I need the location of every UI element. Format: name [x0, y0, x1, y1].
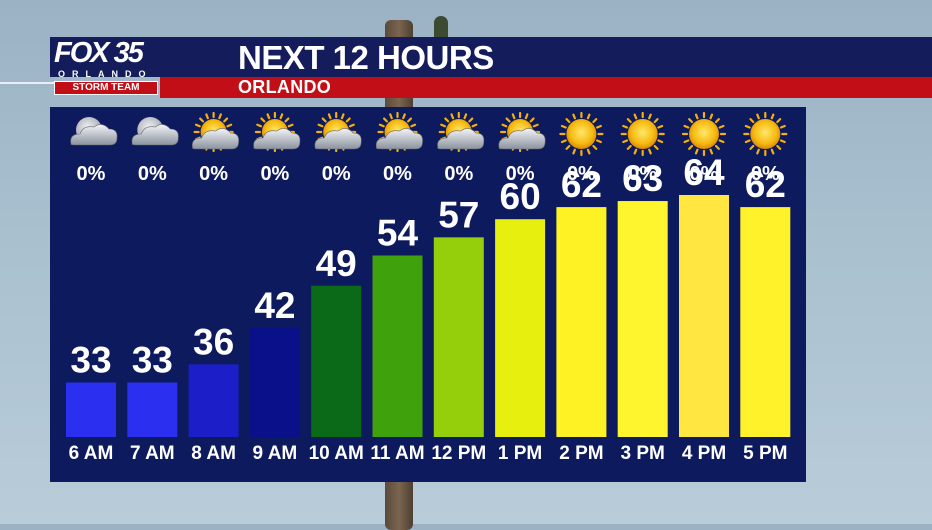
hour-tick-label: 8 AM [191, 443, 236, 464]
header-location-bar [160, 77, 932, 98]
logo-storm-team: STORM TEAM [54, 81, 158, 95]
hour-tick-label: 11 AM [370, 443, 424, 464]
temperature-bar [433, 237, 484, 437]
background-wire [0, 82, 60, 84]
temperature-bar [495, 219, 546, 437]
precip-chance-label: 0% [444, 163, 473, 185]
hour-tick-label: 10 AM [309, 443, 364, 464]
sun-cloud-icon [437, 111, 485, 153]
hour-tick-label: 4 PM [682, 443, 726, 464]
moon-cloud-icon [131, 117, 179, 146]
temperature-bar [311, 285, 362, 437]
temperature-bar [249, 328, 300, 437]
precip-chance-label: 0% [322, 163, 351, 185]
precip-chance-label: 0% [567, 163, 596, 185]
temperature-value-label: 36 [193, 321, 234, 362]
forecast-chart-panel: 0% 33 6 AM 0% 33 7 AM 0% 36 8 AM 0% 42 9 AM 0% 49 10 A… [50, 107, 806, 482]
hour-tick-label: 12 PM [431, 443, 486, 464]
hour-tick-label: 5 PM [743, 443, 787, 464]
temperature-value-label: 33 [132, 340, 173, 381]
temperature-value-label: 57 [438, 194, 479, 235]
hour-tick-label: 9 AM [253, 443, 298, 464]
sun-icon [559, 111, 604, 157]
sun-cloud-icon [314, 111, 362, 153]
hour-tick-label: 1 PM [498, 443, 542, 464]
temperature-bar [372, 255, 423, 437]
precip-chance-label: 0% [260, 163, 289, 185]
sun-icon [681, 111, 727, 157]
sun-icon [620, 111, 665, 157]
temperature-bar [127, 382, 178, 437]
temperature-value-label: 54 [377, 213, 419, 254]
temperature-value-label: 63 [622, 158, 663, 199]
location-label: ORLANDO [238, 77, 332, 97]
sun-cloud-icon [192, 111, 239, 153]
temperature-bar [679, 195, 729, 437]
temperature-bar [617, 201, 668, 437]
hourly-temperature-chart: 0% 33 6 AM 0% 33 7 AM 0% 36 8 AM 0% 42 9 AM 0% 49 10 A… [66, 111, 791, 464]
temperature-bar [556, 207, 607, 437]
precip-chance-label: 0% [138, 163, 167, 185]
hour-tick-label: 6 AM [69, 443, 114, 464]
moon-cloud-icon [70, 117, 118, 146]
fox35-stormteam-logo: FOX 35 ORLANDO STORM TEAM [52, 37, 158, 97]
logo-city: ORLANDO [58, 69, 153, 79]
temperature-value-label: 49 [316, 243, 357, 284]
sun-icon [743, 111, 788, 157]
header-title-bar [50, 37, 932, 77]
temperature-bar [740, 207, 791, 437]
precip-chance-label: 0% [77, 163, 106, 185]
temperature-value-label: 42 [254, 285, 295, 326]
temperature-bar [66, 382, 116, 437]
precip-chance-label: 0% [690, 163, 719, 185]
temperature-value-label: 62 [561, 164, 602, 205]
precip-chance-label: 0% [628, 163, 657, 185]
temperature-value-label: 64 [683, 152, 725, 193]
hour-tick-label: 2 PM [559, 443, 603, 464]
sun-cloud-icon [498, 111, 546, 153]
precip-chance-label: 0% [383, 163, 412, 185]
hour-tick-label: 3 PM [621, 443, 665, 464]
temperature-value-label: 60 [500, 176, 541, 217]
sun-cloud-icon [253, 111, 301, 153]
precip-chance-label: 0% [751, 163, 780, 185]
precip-chance-label: 0% [199, 163, 228, 185]
temperature-bar [188, 364, 239, 437]
temperature-value-label: 62 [745, 164, 786, 205]
sun-cloud-icon [375, 111, 423, 153]
temperature-value-label: 33 [70, 340, 111, 381]
hour-tick-label: 7 AM [130, 443, 175, 464]
logo-brand: FOX 35 [54, 37, 144, 69]
precip-chance-label: 0% [506, 163, 535, 185]
page-title: NEXT 12 HOURS [238, 39, 494, 76]
